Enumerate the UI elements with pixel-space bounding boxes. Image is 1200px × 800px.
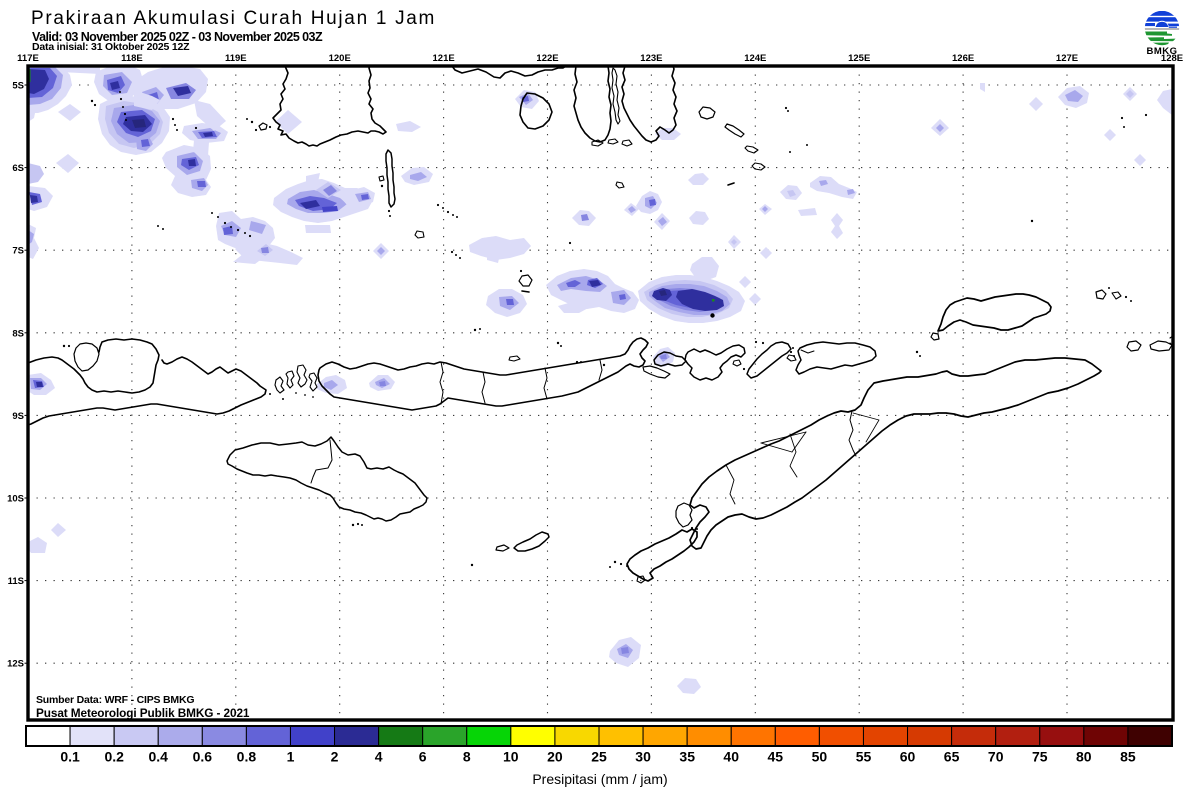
svg-text:5S: 5S [12,81,24,92]
svg-text:119E: 119E [225,53,247,64]
svg-text:126E: 126E [952,53,974,64]
svg-text:45: 45 [768,749,784,765]
svg-text:127E: 127E [1056,53,1078,64]
svg-text:2: 2 [331,749,339,765]
svg-text:125E: 125E [848,53,870,64]
svg-text:20: 20 [547,749,563,765]
svg-text:10S: 10S [7,494,24,505]
svg-text:9S: 9S [12,411,24,422]
svg-text:123E: 123E [640,53,662,64]
svg-text:60: 60 [900,749,916,765]
svg-text:0.6: 0.6 [193,749,213,765]
svg-text:0.4: 0.4 [148,749,168,765]
svg-text:0.8: 0.8 [237,749,257,765]
svg-text:128E: 128E [1161,53,1183,64]
svg-text:6: 6 [419,749,427,765]
svg-text:40: 40 [723,749,739,765]
svg-text:30: 30 [635,749,651,765]
svg-text:50: 50 [812,749,828,765]
svg-text:70: 70 [988,749,1004,765]
svg-text:1: 1 [287,749,295,765]
svg-text:118E: 118E [121,53,143,64]
svg-text:124E: 124E [744,53,766,64]
svg-text:35: 35 [679,749,695,765]
svg-text:6S: 6S [12,163,24,174]
svg-text:8: 8 [463,749,471,765]
svg-text:85: 85 [1120,749,1136,765]
svg-text:122E: 122E [536,53,558,64]
svg-text:Presipitasi (mm / jam): Presipitasi (mm / jam) [532,771,667,787]
svg-text:65: 65 [944,749,960,765]
svg-text:75: 75 [1032,749,1048,765]
svg-text:8S: 8S [12,328,24,339]
svg-text:55: 55 [856,749,872,765]
svg-text:BMKG: BMKG [1146,46,1177,57]
svg-text:121E: 121E [433,53,455,64]
svg-text:4: 4 [375,749,383,765]
svg-text:0.1: 0.1 [60,749,80,765]
svg-text:11S: 11S [8,576,24,587]
svg-text:12S: 12S [7,659,24,670]
svg-text:7S: 7S [12,246,24,257]
svg-text:117E: 117E [17,53,39,64]
svg-text:10: 10 [503,749,519,765]
svg-text:80: 80 [1076,749,1092,765]
svg-text:25: 25 [591,749,607,765]
svg-text:0.2: 0.2 [104,749,124,765]
svg-text:120E: 120E [329,53,351,64]
